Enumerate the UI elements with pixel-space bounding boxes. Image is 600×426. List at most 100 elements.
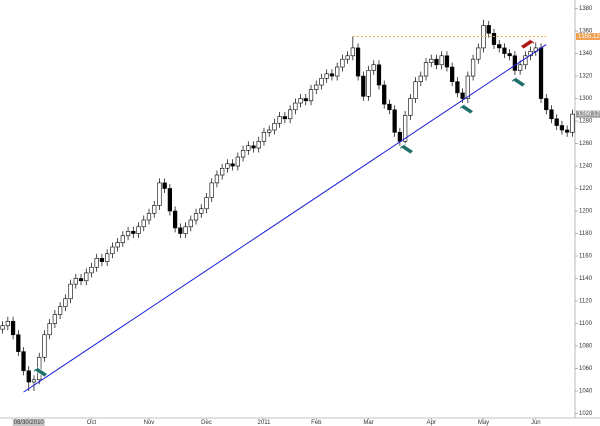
candle-body [517,64,523,71]
candle-body [209,182,214,198]
candle-body [392,109,397,133]
candle-body [544,98,549,111]
candle-body [350,47,355,57]
candle-body [110,246,115,255]
candle-body [523,55,528,66]
candle-body [507,53,512,57]
candle-body [125,230,131,237]
candle-body [439,55,444,66]
candle-body [486,25,491,34]
candle-body [413,81,418,99]
candle-body [214,174,220,184]
x-tick-label: Jun [531,420,541,426]
candle-body [434,58,439,66]
candle-body [251,145,256,149]
y-tick-label: 1320 [579,74,593,80]
candle-body [355,47,361,77]
candle-body [277,116,282,124]
pointer-arrow [520,37,535,50]
candle-body [21,351,26,372]
price-label: 1355.12 [578,34,600,40]
y-tick-label: 1240 [579,164,593,170]
candle-body [371,64,376,71]
candle-body [178,227,183,234]
candle-body [450,66,455,82]
candle-body [308,89,314,102]
candle-body [267,129,272,133]
candle-body [193,212,199,221]
candle-body [183,226,188,234]
y-tick-label: 1380 [579,6,593,12]
y-tick-label: 1080 [579,344,593,350]
candle-body [120,235,125,243]
y-tick-label: 1060 [579,366,593,372]
candle-body [16,334,21,352]
x-tick-label: Feb [311,420,322,426]
candle-body [418,75,423,82]
y-tick-label: 1100 [579,321,593,327]
pointer-arrow [459,102,474,115]
candle-body [225,163,230,169]
candle-body [246,145,251,151]
candle-body [261,131,267,142]
candle-body [512,55,518,71]
candle-body [345,55,350,60]
candle-body [146,212,152,221]
candle-body [256,140,261,149]
candle-body [47,323,52,336]
candle-body [570,113,575,133]
candle-body [282,116,288,120]
y-tick-label: 1040 [579,389,593,395]
candle-body [26,370,31,383]
candle-body [272,122,277,131]
x-label-box [12,419,45,426]
y-tick-label: 1340 [579,51,593,57]
candle-body [99,257,105,262]
price-label-box [576,110,600,118]
candle-body [162,182,167,189]
candle-body [460,92,465,99]
y-tick-label: 1300 [579,96,593,102]
candle-body [340,58,345,68]
y-tick-label: 1260 [579,141,593,147]
x-tick-label: 2011 [258,420,272,426]
candle-body [167,188,173,212]
x-tick-label: Mar [363,420,373,426]
candle-body [188,219,193,228]
x-tick-label: Apr [427,420,436,426]
candle-body [303,98,308,102]
candle-body [73,278,78,285]
candle-body [0,325,5,330]
candle-body [5,320,10,327]
candle-body [68,283,73,300]
pointer-arrow [511,75,526,88]
candle-body [31,379,37,383]
candle-body [408,98,413,116]
candle-body [559,125,565,131]
y-tick-label: 1220 [579,186,593,192]
y-tick-label: 1120 [579,299,593,305]
candle-body [554,118,559,126]
candle-body [293,102,298,111]
y-tick-label: 1020 [579,411,593,417]
y-tick-label: 1280 [579,119,593,125]
candle-body [141,219,146,228]
candle-body [366,70,371,97]
candle-body [94,257,99,268]
candle-body [382,84,387,105]
candle-body [565,129,570,133]
candle-body [387,103,392,111]
y-tick-label: 1360 [579,29,593,35]
candle-body [84,272,89,282]
x-tick-label: 08/30/2010 [14,420,45,426]
candle-body [397,131,403,142]
candle-body [89,266,94,274]
candle-body [470,58,476,77]
candle-body [549,109,554,120]
candle-body [376,64,382,86]
x-tick-label: May [478,420,489,426]
y-tick-label: 1160 [579,254,593,260]
candle-body [298,98,303,104]
